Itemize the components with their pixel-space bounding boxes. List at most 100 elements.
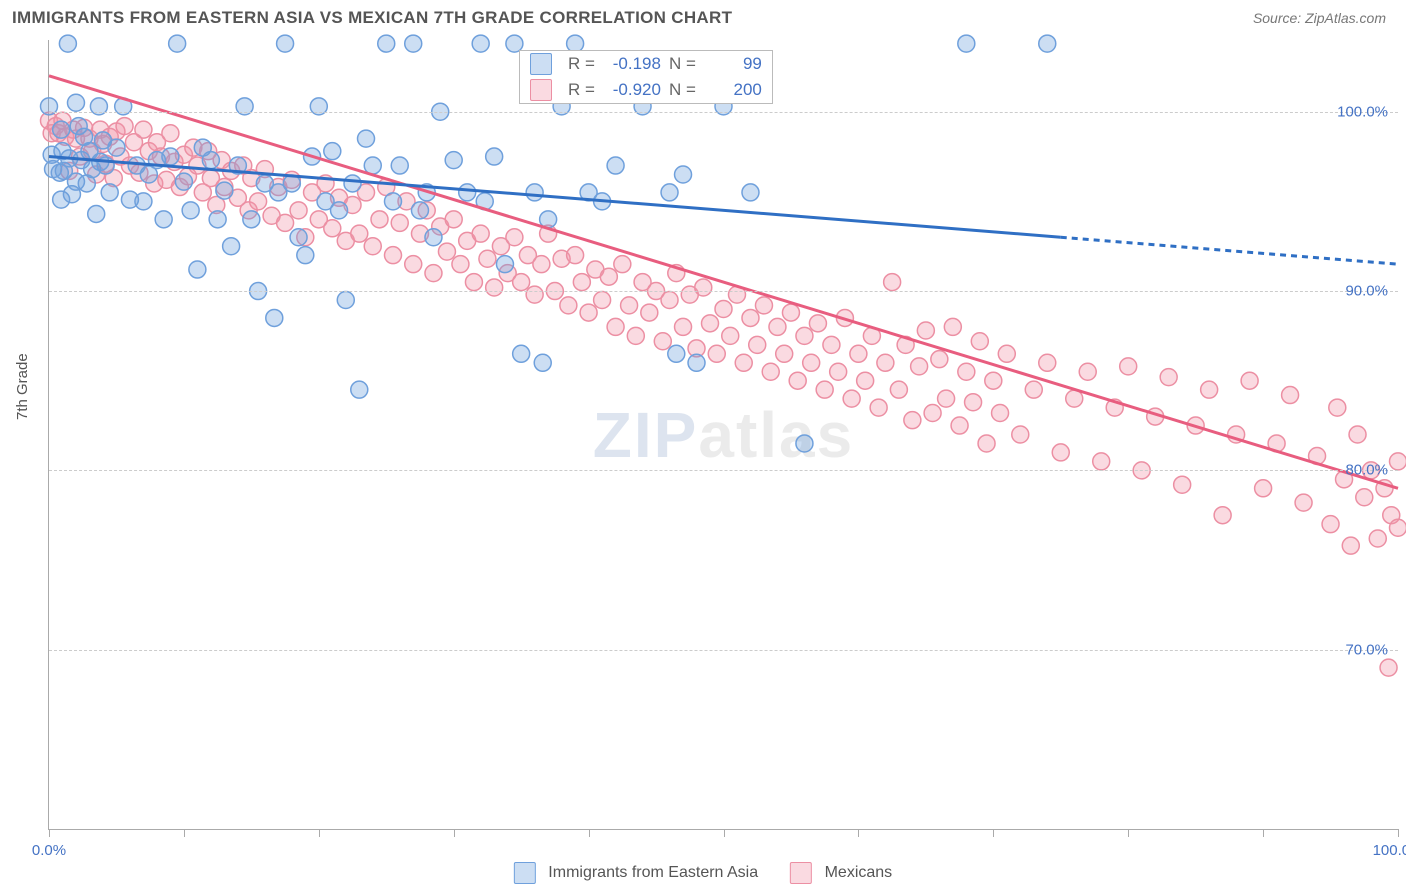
scatter-point [567,247,584,264]
scatter-point [384,247,401,264]
scatter-point [250,193,267,210]
scatter-point [53,121,70,138]
scatter-point [243,211,260,228]
y-tick-label: 70.0% [1345,641,1388,658]
scatter-point [88,205,105,222]
scatter-point [958,363,975,380]
r-value-a: -0.198 [603,54,661,74]
scatter-point [486,148,503,165]
scatter-point [938,390,955,407]
scatter-point [1093,453,1110,470]
stats-legend: R = -0.198 N = 99 R = -0.920 N = 200 [519,50,773,104]
scatter-point [1380,659,1397,676]
scatter-point [1160,369,1177,386]
r-value-b: -0.920 [603,80,661,100]
scatter-point [998,345,1015,362]
scatter-point [890,381,907,398]
scatter-point [607,157,624,174]
n-value-a: 99 [704,54,762,74]
scatter-point [1120,358,1137,375]
scatter-point [526,286,543,303]
scatter-point [789,372,806,389]
n-value-b: 200 [704,80,762,100]
swatch-series-a-icon [514,862,536,884]
scatter-point [67,94,84,111]
scatter-point [266,309,283,326]
scatter-point [459,184,476,201]
scatter-point [1390,453,1406,470]
scatter-point [978,435,995,452]
scatter-point [202,152,219,169]
scatter-point [337,292,354,309]
scatter-point [816,381,833,398]
scatter-point [992,404,1009,421]
x-tick-label: 0.0% [32,842,66,859]
scatter-point [675,318,692,335]
scatter-point [776,345,793,362]
scatter-point [175,173,192,190]
scatter-point [384,193,401,210]
scatter-point [391,157,408,174]
scatter-point [1241,372,1258,389]
chart-plot-area: ZIPatlas R = -0.198 N = 99 R = -0.920 N … [48,40,1398,830]
legend-label-b: Mexicans [825,864,893,881]
x-tick [184,829,185,837]
scatter-point [971,333,988,350]
scatter-point [277,214,294,231]
scatter-point [661,184,678,201]
x-tick-label: 100.0% [1373,842,1406,859]
scatter-point [1295,494,1312,511]
scatter-point [1012,426,1029,443]
source-value: ZipAtlas.com [1305,10,1386,26]
scatter-point [438,243,455,260]
scatter-point [695,279,712,296]
stats-row-series-b: R = -0.920 N = 200 [520,77,772,103]
scatter-point [116,118,133,135]
scatter-point [688,354,705,371]
scatter-point [809,315,826,332]
scatter-point [573,274,590,291]
scatter-point [358,130,375,147]
y-tick-label: 80.0% [1345,462,1388,479]
scatter-point [445,211,462,228]
scatter-point [661,292,678,309]
scatter-point [621,297,638,314]
scatter-point [1039,354,1056,371]
scatter-point [506,229,523,246]
scatter-point [560,297,577,314]
scatter-point [324,143,341,160]
x-tick [454,829,455,837]
scatter-point [742,309,759,326]
scatter-point [290,202,307,219]
x-tick [589,829,590,837]
scatter-point [985,372,1002,389]
scatter-point [715,300,732,317]
scatter-point [614,256,631,273]
scatter-point [425,265,442,282]
scatter-point [803,354,820,371]
bottom-legend: Immigrants from Eastern Asia Mexicans [514,862,892,884]
scatter-point [911,358,928,375]
scatter-point [472,35,489,52]
scatter-point [1356,489,1373,506]
scatter-point [755,297,772,314]
scatter-point [486,279,503,296]
gridline-h [49,112,1398,113]
scatter-point [1079,363,1096,380]
scatter-point [1214,507,1231,524]
scatter-point [796,435,813,452]
scatter-point [513,345,530,362]
scatter-svg [49,40,1398,829]
scatter-point [641,304,658,321]
legend-item-b: Mexicans [790,862,892,884]
scatter-point [59,35,76,52]
scatter-point [405,35,422,52]
scatter-point [749,336,766,353]
scatter-point [331,202,348,219]
scatter-point [1025,381,1042,398]
scatter-point [162,148,179,165]
r-label: R = [568,54,595,74]
x-tick [724,829,725,837]
x-tick [858,829,859,837]
scatter-point [702,315,719,332]
